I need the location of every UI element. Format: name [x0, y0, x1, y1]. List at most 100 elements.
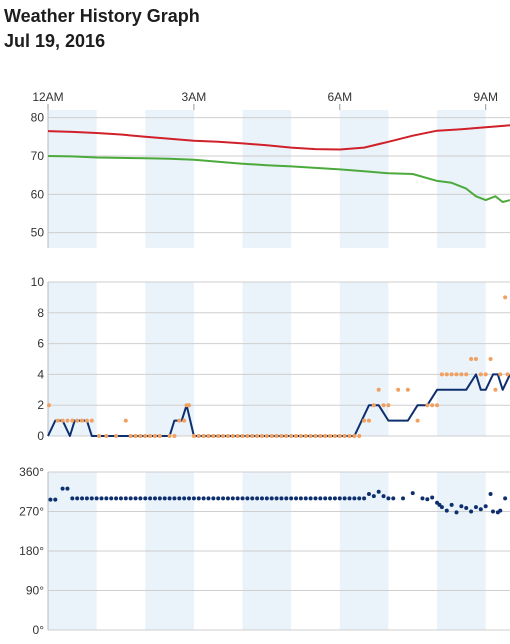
wind-gust-point — [152, 434, 157, 438]
chart-date: Jul 19, 2016 — [4, 31, 106, 51]
wind-gust-point — [177, 418, 182, 423]
wind-direction-point — [332, 496, 337, 501]
wind-direction-point — [362, 496, 367, 501]
wind-direction-point — [425, 497, 430, 502]
x-tick-label: 6AM — [327, 90, 352, 104]
y-tick-label: 8 — [37, 306, 44, 320]
wind-direction-point — [410, 491, 415, 496]
wind-gust-point — [371, 403, 376, 408]
wind-gust-point — [187, 403, 192, 408]
wind-gust-point — [376, 387, 381, 392]
wind-direction-point — [488, 491, 493, 496]
wind-gust-point — [230, 434, 235, 438]
wind-direction-point — [478, 507, 483, 512]
wind-direction-point — [201, 496, 206, 501]
y-tick-label: 2 — [37, 398, 44, 412]
wind-direction-point — [459, 504, 464, 509]
wind-gust-point — [405, 387, 410, 392]
wind-gust-point — [488, 357, 493, 361]
y-tick-label: 50 — [31, 226, 45, 240]
wind-gust-point — [449, 372, 454, 377]
wind-gust-point — [503, 295, 508, 300]
x-tick-label: 9AM — [473, 90, 498, 104]
y-tick-label: 4 — [37, 367, 44, 381]
wind-gust-point — [362, 418, 367, 423]
wind-gust-point — [133, 434, 138, 438]
wind-gust-point — [464, 372, 469, 377]
wind-direction-point — [401, 496, 406, 501]
wind-direction-point — [152, 496, 157, 501]
wind-gust-point — [264, 434, 269, 438]
wind-direction-point — [347, 496, 352, 501]
wind-direction-point — [148, 496, 153, 501]
wind-direction-point — [84, 496, 89, 501]
wind-direction-point — [274, 496, 279, 501]
wind-direction-point — [342, 496, 347, 501]
y-tick-label: 90° — [26, 584, 44, 598]
wind-direction-point — [464, 505, 469, 510]
wind-gust-point — [366, 418, 371, 423]
wind-direction-point — [323, 496, 328, 501]
wind-gust-point — [381, 403, 386, 408]
wind-direction-point — [206, 496, 211, 501]
wind-gust-point — [216, 434, 221, 438]
wind-gust-point — [279, 434, 284, 438]
wind-direction-point — [70, 496, 75, 501]
wind-gust-point — [245, 434, 250, 438]
wind-gust-point — [274, 434, 279, 438]
wind-direction-point — [381, 494, 386, 499]
y-tick-label: 60 — [31, 187, 45, 201]
wind-direction-point — [89, 496, 94, 501]
y-tick-label: 70 — [31, 149, 45, 163]
wind-direction-point — [483, 504, 488, 509]
wind-gust-point — [444, 372, 449, 377]
wind-gust-point — [235, 434, 240, 438]
y-tick-label: 360° — [19, 465, 44, 479]
wind-direction-point — [259, 496, 264, 501]
wind-gust-point — [65, 418, 70, 423]
wind-gust-point — [201, 434, 206, 438]
wind-direction-point — [255, 496, 260, 501]
y-tick-label: 80 — [31, 111, 45, 125]
wind-direction-point — [80, 496, 85, 501]
shaded-band — [437, 282, 486, 436]
y-tick-label: 6 — [37, 337, 44, 351]
wind-gust-point — [206, 434, 211, 438]
wind-direction-point — [48, 497, 53, 502]
wind-gust-point — [221, 434, 226, 438]
wind-direction-point — [172, 496, 177, 501]
wind-direction-point — [430, 495, 435, 500]
wind-gust-point — [308, 434, 313, 438]
wind-gust-point — [352, 434, 357, 438]
wind-direction-point — [279, 496, 284, 501]
wind-direction-point — [123, 496, 128, 501]
y-tick-label: 180° — [19, 544, 44, 558]
wind-direction-point — [386, 496, 391, 501]
wind-direction-point — [60, 486, 65, 491]
wind-gust-point — [328, 434, 333, 438]
wind-direction-point — [469, 509, 474, 514]
wind-gust-point — [240, 434, 245, 438]
wind-gust-point — [439, 372, 444, 377]
wind-direction-point — [230, 496, 235, 501]
wind-gust-point — [55, 418, 60, 423]
x-tick-label: 12AM — [32, 90, 63, 104]
wind-direction-point — [167, 496, 172, 501]
wind-gust-point — [332, 434, 337, 438]
wind-gust-point — [454, 372, 459, 377]
wind-direction-point — [99, 496, 104, 501]
wind-gust-point — [269, 434, 274, 438]
wind-gust-point — [97, 434, 102, 438]
wind-direction-point — [490, 509, 495, 514]
wind-direction-point — [498, 508, 503, 513]
wind-direction-point — [187, 496, 192, 501]
shaded-band — [145, 282, 194, 436]
wind-gust-point — [318, 434, 323, 438]
wind-direction-point — [53, 497, 58, 502]
wind-gust-point — [323, 434, 328, 438]
wind-direction-point — [289, 496, 294, 501]
wind-gust-point — [298, 434, 303, 438]
wind-direction-point — [94, 496, 99, 501]
x-tick-label: 3AM — [182, 90, 207, 104]
